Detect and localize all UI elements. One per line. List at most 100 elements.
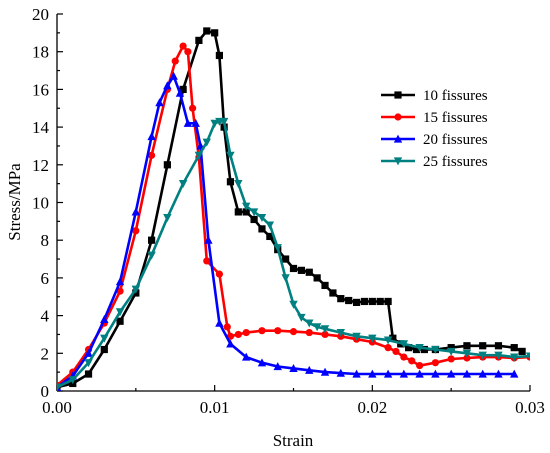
data-point bbox=[234, 180, 243, 189]
data-point bbox=[147, 251, 156, 260]
data-point bbox=[266, 232, 274, 241]
y-tick-label: 4 bbox=[41, 307, 50, 326]
data-point bbox=[242, 202, 251, 211]
data-point bbox=[131, 207, 141, 216]
legend-label: 25 fissures bbox=[423, 154, 488, 170]
data-point bbox=[274, 327, 282, 335]
data-point bbox=[163, 213, 172, 222]
x-axis-ticks: 0.00 0.01 0.02 0.03 bbox=[42, 385, 545, 417]
data-point bbox=[415, 344, 424, 353]
data-point bbox=[223, 323, 231, 331]
data-point bbox=[337, 295, 345, 303]
legend-item: 20 fissures bbox=[381, 132, 488, 148]
data-point bbox=[420, 345, 428, 354]
data-point bbox=[494, 342, 503, 350]
series-3 bbox=[57, 71, 519, 391]
data-point bbox=[57, 383, 62, 391]
data-point bbox=[321, 281, 329, 290]
data-point bbox=[336, 368, 345, 377]
data-point bbox=[431, 345, 440, 354]
data-point bbox=[510, 369, 519, 378]
data-point bbox=[320, 325, 330, 334]
data-point bbox=[84, 348, 93, 357]
data-point bbox=[258, 225, 266, 233]
data-point bbox=[194, 151, 204, 160]
data-point bbox=[305, 319, 314, 328]
data-point bbox=[518, 347, 526, 356]
x-tick-label: 0.01 bbox=[200, 398, 230, 417]
series-1 bbox=[57, 27, 526, 391]
series-4 bbox=[57, 117, 530, 391]
data-point bbox=[446, 369, 456, 378]
series-layer bbox=[57, 27, 530, 391]
data-point bbox=[226, 339, 235, 348]
data-point bbox=[447, 355, 455, 363]
data-point bbox=[447, 344, 455, 352]
data-point bbox=[446, 347, 456, 356]
data-point bbox=[289, 328, 298, 336]
data-point bbox=[148, 151, 156, 159]
data-point bbox=[313, 274, 321, 282]
data-point bbox=[68, 376, 77, 385]
data-point bbox=[305, 328, 313, 337]
y-tick-label: 6 bbox=[41, 269, 50, 288]
data-point bbox=[163, 161, 171, 169]
y-tick-label: 10 bbox=[32, 194, 49, 213]
data-point bbox=[226, 178, 235, 186]
legend-item: 10 fissures bbox=[381, 88, 488, 104]
data-point bbox=[84, 370, 93, 378]
y-axis-title: Stress/MPa bbox=[5, 163, 24, 241]
y-tick-label: 16 bbox=[32, 80, 49, 99]
data-point bbox=[392, 347, 400, 356]
data-point bbox=[297, 313, 306, 322]
data-point bbox=[400, 353, 408, 361]
data-point bbox=[242, 352, 251, 361]
data-point bbox=[273, 244, 282, 253]
data-point bbox=[352, 369, 361, 378]
data-point bbox=[188, 104, 197, 112]
legend-marker bbox=[393, 134, 403, 143]
data-point bbox=[463, 342, 471, 350]
data-point bbox=[249, 208, 259, 217]
x-tick-label: 0.00 bbox=[42, 398, 72, 417]
legend-marker bbox=[393, 157, 403, 166]
series-line bbox=[57, 120, 530, 389]
data-point bbox=[250, 215, 258, 224]
data-point bbox=[408, 357, 416, 365]
legend-label: 20 fissures bbox=[423, 132, 488, 148]
data-point bbox=[116, 317, 124, 325]
legend-item: 15 fissures bbox=[381, 110, 488, 126]
y-tick-label: 12 bbox=[32, 156, 49, 175]
data-point bbox=[352, 332, 361, 341]
data-point bbox=[383, 369, 393, 378]
data-point bbox=[404, 344, 413, 352]
legend: 10 fissures 15 fissures 20 fissures 25 fiss… bbox=[381, 88, 488, 170]
legend-label: 15 fissures bbox=[423, 110, 488, 126]
data-point bbox=[305, 268, 313, 276]
x-tick-label: 0.02 bbox=[357, 398, 387, 417]
data-point bbox=[525, 352, 530, 361]
data-point bbox=[360, 297, 369, 306]
data-point bbox=[478, 369, 487, 378]
data-point bbox=[115, 308, 125, 317]
data-point bbox=[462, 349, 472, 358]
y-tick-label: 18 bbox=[32, 43, 49, 62]
data-point bbox=[479, 342, 487, 350]
data-point bbox=[329, 289, 337, 297]
data-point bbox=[345, 296, 353, 305]
data-point bbox=[215, 318, 224, 327]
data-point bbox=[510, 344, 518, 352]
x-axis-title: Strain bbox=[273, 431, 314, 450]
data-point bbox=[131, 285, 141, 294]
data-point bbox=[115, 277, 125, 286]
data-point bbox=[289, 300, 298, 309]
data-point bbox=[265, 221, 275, 230]
data-point bbox=[226, 151, 235, 160]
data-point bbox=[211, 29, 219, 37]
data-point bbox=[258, 327, 266, 335]
data-point bbox=[100, 314, 109, 323]
data-point bbox=[297, 266, 305, 274]
data-point bbox=[415, 369, 424, 378]
data-point bbox=[289, 264, 298, 273]
